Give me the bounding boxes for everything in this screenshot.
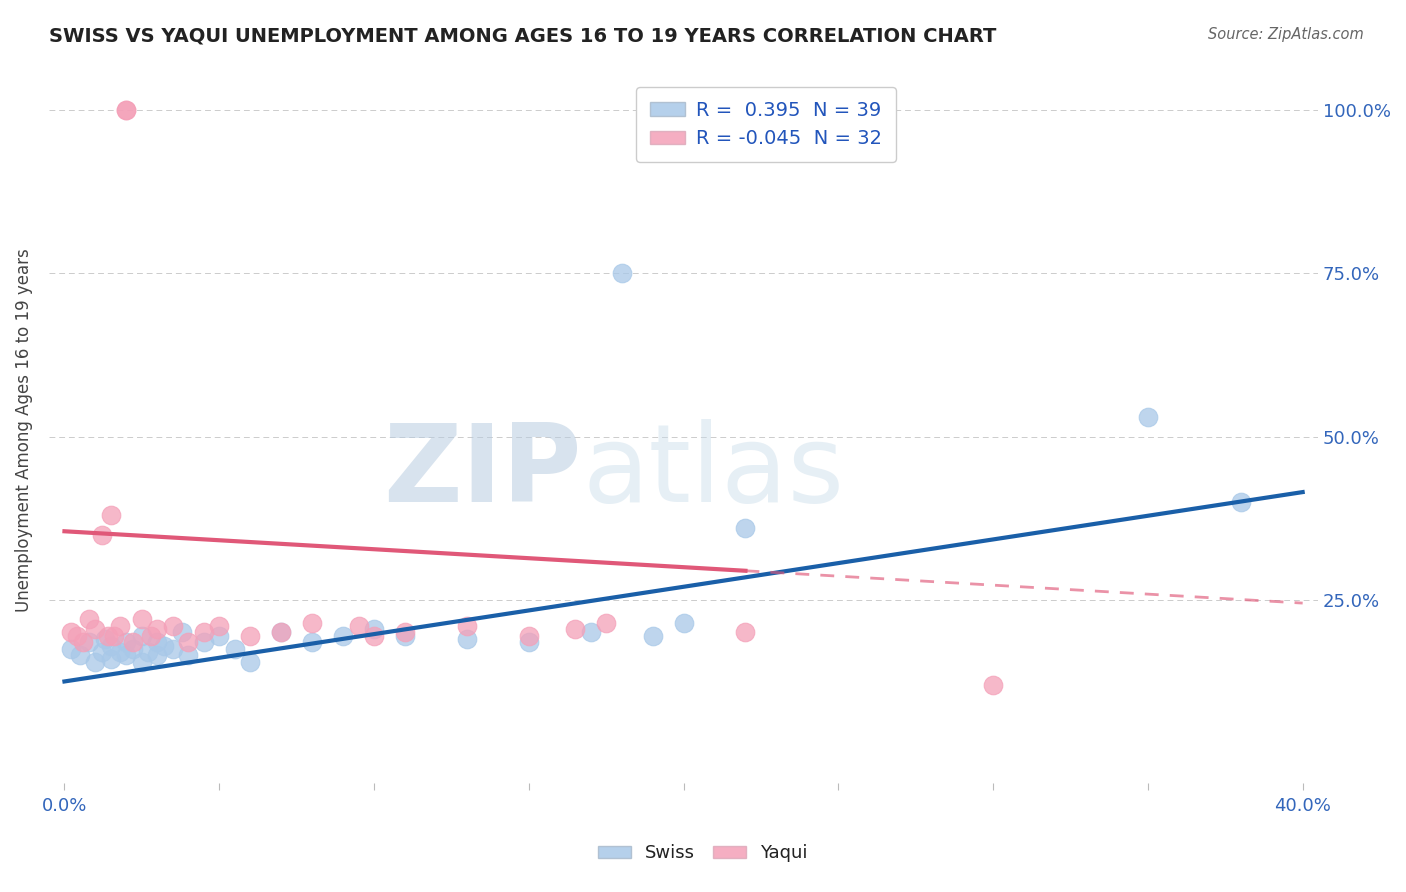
Point [115,648,138,663]
Point [363,629,385,643]
Point [100,651,122,665]
Point [208,629,231,643]
Point [93,632,115,646]
Point [162,619,184,633]
Point [84,622,107,636]
Point [77,635,100,649]
Point [131,612,153,626]
Point [139,629,162,643]
Point [394,625,416,640]
Point [224,641,246,656]
Point [59,641,82,656]
Point [734,625,756,640]
Point [1136,409,1159,424]
Point [152,639,174,653]
Point [100,508,122,522]
Point [103,629,125,643]
Point [121,641,143,656]
Point [162,641,184,656]
Point [146,622,169,636]
Point [394,629,416,643]
Point [1229,495,1251,509]
Point [239,629,262,643]
Point [641,629,664,643]
Point [72,635,94,649]
Point [301,635,323,649]
Point [193,625,215,640]
Point [131,655,153,669]
Point [517,629,540,643]
Point [121,635,143,649]
Point [115,103,138,117]
Point [564,622,586,636]
Point [517,635,540,649]
Text: ZIP: ZIP [384,419,582,525]
Point [69,648,91,663]
Point [332,629,354,643]
Point [456,632,478,646]
Point [177,648,200,663]
Y-axis label: Unemployment Among Ages 16 to 19 years: Unemployment Among Ages 16 to 19 years [15,248,32,612]
Legend: R =  0.395  N = 39, R = -0.045  N = 32: R = 0.395 N = 39, R = -0.045 N = 32 [636,87,896,162]
Point [136,645,159,659]
Point [172,625,194,640]
Point [610,266,633,280]
Text: SWISS VS YAQUI UNEMPLOYMENT AMONG AGES 16 TO 19 YEARS CORRELATION CHART: SWISS VS YAQUI UNEMPLOYMENT AMONG AGES 1… [49,27,997,45]
Point [115,103,138,117]
Point [456,619,478,633]
Point [347,619,370,633]
Point [981,678,1004,692]
Point [579,625,602,640]
Point [115,635,138,649]
Point [301,615,323,630]
Point [84,655,107,669]
Point [66,629,89,643]
Point [108,619,131,633]
Point [595,615,617,630]
Point [59,625,82,640]
Point [146,635,169,649]
Point [90,527,112,541]
Point [672,615,695,630]
Point [177,635,200,649]
Text: Source: ZipAtlas.com: Source: ZipAtlas.com [1208,27,1364,42]
Point [239,655,262,669]
Point [77,612,100,626]
Point [734,521,756,535]
Legend: Swiss, Yaqui: Swiss, Yaqui [591,838,815,870]
Point [100,639,122,653]
Point [270,625,292,640]
Point [193,635,215,649]
Point [90,645,112,659]
Point [97,629,120,643]
Point [208,619,231,633]
Point [131,629,153,643]
Point [270,625,292,640]
Text: atlas: atlas [582,419,844,525]
Point [363,622,385,636]
Point [146,648,169,663]
Point [108,645,131,659]
